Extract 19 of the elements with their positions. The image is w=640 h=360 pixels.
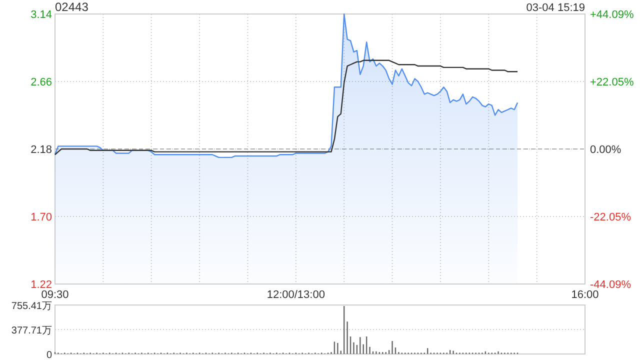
- y2-tick-label: +44.09%: [590, 9, 634, 21]
- y-tick-label: 1.22: [30, 279, 52, 291]
- y2-tick-label: -22.05%: [590, 212, 632, 224]
- x-tick-label: 09:30: [41, 289, 69, 301]
- y-tick-label: 0: [46, 350, 52, 360]
- annotation: 03-04 15:19: [526, 2, 585, 14]
- x-tick-label: 12:00/13:00: [266, 289, 325, 301]
- x-tick-label: 16:00: [571, 289, 599, 301]
- y-tick-label: 2.66: [30, 76, 52, 88]
- y2-tick-label: 0.00%: [590, 144, 622, 156]
- chart-title: 02443: [55, 0, 89, 14]
- y-tick-label: 755.41万: [11, 301, 52, 312]
- y-tick-label: 377.71万: [11, 326, 52, 336]
- y2-tick-label: -44.09%: [590, 279, 632, 291]
- y2-tick-label: +22.05%: [590, 76, 634, 88]
- line-series: [54, 60, 518, 156]
- y-tick-label: 3.14: [30, 9, 52, 21]
- y-tick-label: 2.18: [30, 144, 52, 156]
- y-tick-label: 1.70: [30, 212, 52, 224]
